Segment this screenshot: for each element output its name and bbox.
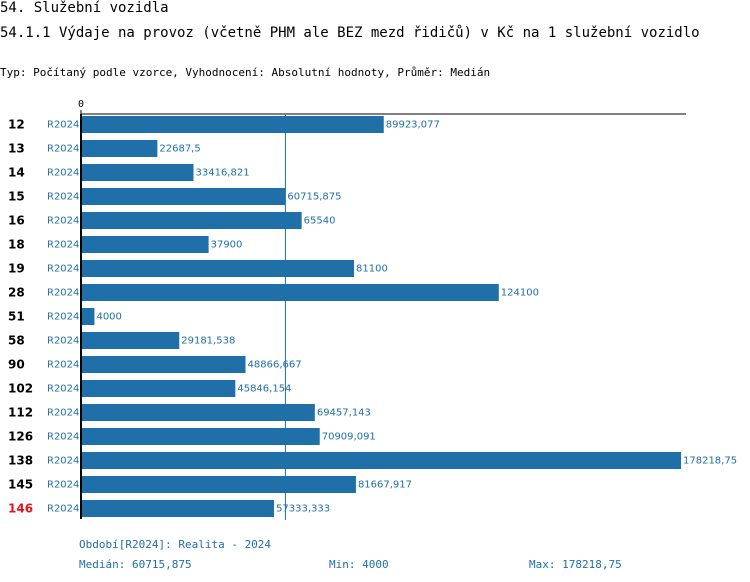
value-label: 65540 — [304, 216, 336, 227]
series-label: R2024 — [47, 432, 79, 443]
category-label: 12 — [8, 118, 25, 132]
category-label: 18 — [8, 238, 25, 252]
category-label: 126 — [8, 430, 33, 444]
series-label: R2024 — [47, 312, 79, 323]
series-label: R2024 — [47, 192, 79, 203]
footer-max: Max: 178218,75 — [529, 558, 622, 571]
category-label: 14 — [8, 166, 25, 180]
value-label: 178218,75 — [683, 456, 737, 467]
series-label: R2024 — [47, 456, 79, 467]
value-label: 48866,667 — [248, 360, 302, 371]
series-label: R2024 — [47, 360, 79, 371]
bar — [81, 380, 236, 397]
bar-chart: 0 12 R2024 89923,077 13 R2024 22687,5 14 R2024 33… — [8, 99, 737, 520]
value-label: 70909,091 — [322, 432, 376, 443]
value-label: 45846,154 — [237, 384, 291, 395]
series-label: R2024 — [47, 168, 79, 179]
value-label: 37900 — [211, 240, 243, 251]
bar — [81, 332, 180, 349]
category-label: 90 — [8, 358, 25, 372]
chart-meta: Typ: Počítaný podle vzorce, Vyhodnocení:… — [0, 66, 491, 79]
bar — [81, 356, 246, 373]
series-label: R2024 — [47, 240, 79, 251]
category-label: 102 — [8, 382, 33, 396]
chart-title: 54.1.1 Výdaje na provoz (včetně PHM ale … — [0, 25, 700, 41]
value-label: 69457,143 — [317, 408, 371, 419]
series-label: R2024 — [47, 264, 79, 275]
footer-period: Období[R2024]: Realita - 2024 — [79, 538, 272, 551]
series-label: R2024 — [47, 408, 79, 419]
bar — [81, 116, 384, 133]
value-label: 81667,917 — [358, 480, 412, 491]
value-label: 57333,333 — [276, 504, 330, 515]
category-label: 13 — [8, 142, 25, 156]
value-label: 22687,5 — [159, 144, 200, 155]
series-label: R2024 — [47, 216, 79, 227]
bar — [81, 500, 275, 517]
bar — [81, 212, 302, 229]
category-label: 112 — [8, 406, 33, 420]
value-label: 33416,821 — [196, 168, 250, 179]
category-label: 58 — [8, 334, 25, 348]
bar — [81, 476, 356, 493]
value-label: 60715,875 — [287, 192, 341, 203]
category-label: 146 — [8, 502, 33, 516]
category-label: 51 — [8, 310, 25, 324]
bar — [81, 284, 499, 301]
category-label: 138 — [8, 454, 33, 468]
bar — [81, 188, 286, 205]
bar — [81, 308, 95, 325]
value-label: 89923,077 — [386, 120, 440, 131]
category-label: 15 — [8, 190, 25, 204]
category-label: 145 — [8, 478, 33, 492]
series-label: R2024 — [47, 504, 79, 515]
footer-median: Medián: 60715,875 — [79, 558, 192, 571]
bar — [81, 164, 194, 181]
footer-min: Min: 4000 — [329, 558, 389, 571]
bar — [81, 260, 355, 277]
value-label: 4000 — [96, 312, 121, 323]
series-label: R2024 — [47, 144, 79, 155]
bar — [81, 428, 320, 445]
value-label: 124100 — [501, 288, 539, 299]
bar — [81, 236, 209, 253]
bar — [81, 404, 315, 421]
category-label: 28 — [8, 286, 25, 300]
page-title: 54. Služební vozidla — [0, 0, 169, 16]
value-label: 81100 — [356, 264, 388, 275]
series-label: R2024 — [47, 288, 79, 299]
series-label: R2024 — [47, 120, 79, 131]
bar — [81, 140, 158, 157]
x-axis-tick-label: 0 — [78, 99, 84, 110]
category-label: 16 — [8, 214, 25, 228]
series-label: R2024 — [47, 384, 79, 395]
series-label: R2024 — [47, 480, 79, 491]
category-label: 19 — [8, 262, 25, 276]
series-label: R2024 — [47, 336, 79, 347]
bar — [81, 452, 681, 469]
value-label: 29181,538 — [181, 336, 235, 347]
